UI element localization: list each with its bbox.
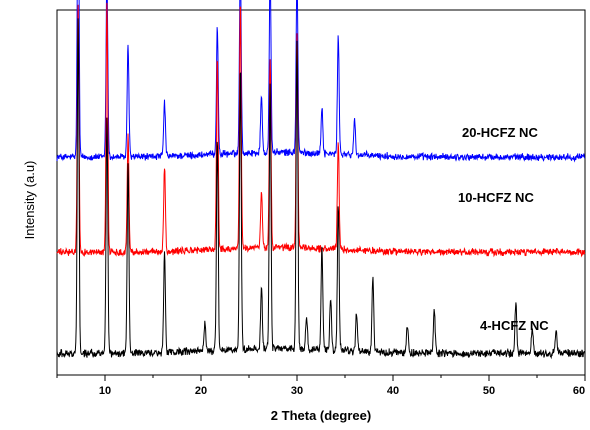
series-line [56, 0, 586, 163]
x-tick-label: 50 [483, 385, 495, 397]
x-tick-label: 60 [573, 385, 585, 397]
series-label: 20-HCFZ NC [462, 125, 538, 140]
x-ticks: 10 20 30 40 50 60 [56, 375, 586, 397]
x-axis-title: 2 Theta (degree) [271, 408, 371, 423]
series-line [56, 18, 586, 360]
series-label: 10-HCFZ NC [458, 190, 534, 205]
x-tick-label: 30 [291, 385, 303, 397]
x-tick-label: 40 [387, 385, 399, 397]
x-tick-label: 10 [99, 385, 111, 397]
x-tick-label: 20 [195, 385, 207, 397]
series-labels: 20-HCFZ NC 10-HCFZ NC 4-HCFZ NC [458, 125, 549, 333]
y-axis-title: Intensity (a.u) [22, 161, 37, 240]
series-line [56, 2, 586, 258]
plot-frame [56, 9, 586, 376]
series-label: 4-HCFZ NC [480, 318, 549, 333]
series-traces [56, 0, 586, 360]
